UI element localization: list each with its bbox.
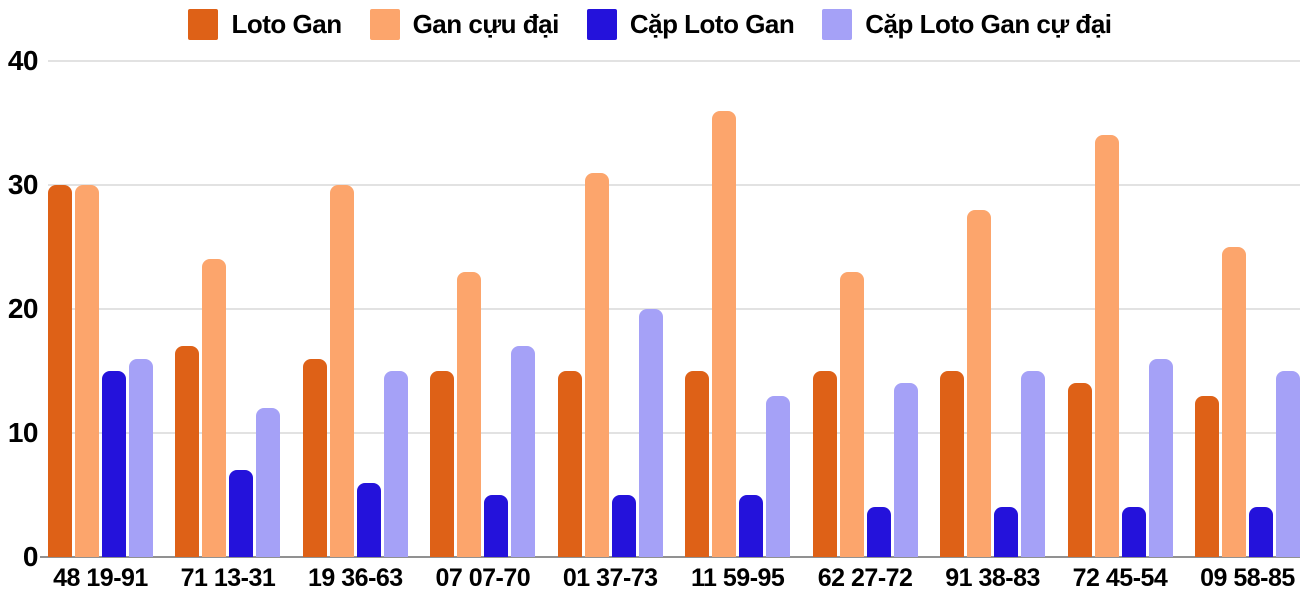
- bar-gan-cuu-ai: [967, 210, 992, 557]
- bar-cap-loto-gan: [484, 495, 509, 557]
- bar-gan-cuu-ai: [457, 272, 482, 557]
- y-axis-label-0: 0: [22, 541, 39, 572]
- gridline-20: [48, 308, 1300, 310]
- bar-cap-loto-gan-cu-ai: [1148, 359, 1173, 557]
- bar-cap-loto-gan: [1248, 507, 1273, 557]
- bar-group-09-58-85: 09 58-85: [1194, 61, 1300, 592]
- x-axis-label: 71 13-31: [180, 564, 276, 592]
- x-axis-label: 01 37-73: [562, 564, 658, 592]
- legend-item-cap-loto-gan-cu-ai[interactable]: Cặp Loto Gan cự đại: [822, 9, 1112, 40]
- bar-loto-gan: [430, 371, 455, 557]
- y-axis-label-30: 30: [7, 169, 39, 200]
- legend-swatch-icon: [188, 9, 219, 40]
- bar-loto-gan: [685, 371, 710, 557]
- legend-label: Loto Gan: [231, 9, 342, 39]
- bar-group-62-27-72: 62 27-72: [812, 61, 918, 592]
- bar-cap-loto-gan: [994, 507, 1019, 557]
- gridline-30: [48, 184, 1300, 186]
- legend-item-cap-loto-gan[interactable]: Cặp Loto Gan: [586, 9, 795, 40]
- bar-group-01-37-73: 01 37-73: [557, 61, 663, 592]
- legend-label: Cặp Loto Gan cự đại: [865, 9, 1112, 39]
- bar-gan-cuu-ai: [202, 259, 227, 557]
- legend-swatch-icon: [822, 9, 853, 40]
- bar-gan-cuu-ai: [75, 185, 99, 557]
- bar-loto-gan: [48, 185, 72, 557]
- legend-swatch-icon: [586, 9, 617, 40]
- bar-loto-gan: [940, 371, 965, 557]
- legend-swatch-icon: [369, 9, 400, 40]
- bar-loto-gan: [302, 359, 327, 557]
- bar-gan-cuu-ai: [1094, 135, 1119, 557]
- bar-group-72-45-54: 72 45-54: [1067, 61, 1173, 592]
- bar-cap-loto-gan-cu-ai: [638, 309, 663, 557]
- bar-cap-loto-gan-cu-ai: [256, 408, 281, 557]
- bar-cap-loto-gan-cu-ai: [766, 396, 791, 557]
- bar-loto-gan: [557, 371, 582, 557]
- x-axis-label: 62 27-72: [817, 564, 913, 592]
- bar-cap-loto-gan-cu-ai: [383, 371, 408, 557]
- bar-group-91-38-83: 91 38-83: [940, 61, 1046, 592]
- y-axis-label-20: 20: [7, 293, 39, 324]
- bar-group-11-59-95: 11 59-95: [685, 61, 791, 592]
- bar-cap-loto-gan: [611, 495, 636, 557]
- bar-group-71-13-31: 71 13-31: [175, 61, 281, 592]
- legend: Loto Gan Gan cựu đại Cặp Loto Gan Cặp Loto …: [0, 9, 1300, 40]
- x-axis-label: 11 59-95: [691, 564, 785, 592]
- gridline-40: [48, 60, 1300, 62]
- bar-cap-loto-gan: [866, 507, 891, 557]
- x-axis-label: 09 58-85: [1200, 564, 1295, 592]
- bar-cap-loto-gan-cu-ai: [1275, 371, 1300, 557]
- bar-cap-loto-gan: [356, 483, 381, 557]
- bar-gan-cuu-ai: [839, 272, 864, 557]
- bar-group-07-07-70: 07 07-70: [430, 61, 536, 592]
- bar-gan-cuu-ai: [1221, 247, 1246, 557]
- bar-cap-loto-gan-cu-ai: [893, 383, 918, 557]
- y-axis-label-40: 40: [7, 45, 39, 76]
- bar-loto-gan: [1067, 383, 1092, 557]
- gridline-10: [48, 432, 1300, 434]
- y-axis-label-10: 10: [7, 417, 39, 448]
- legend-item-loto-gan[interactable]: Loto Gan: [188, 9, 342, 40]
- x-axis-label: 19 36-63: [308, 564, 403, 592]
- bar-gan-cuu-ai: [329, 185, 354, 557]
- x-axis-label: 07 07-70: [435, 564, 531, 592]
- bar-cap-loto-gan: [102, 371, 126, 557]
- bar-group-48-19-91: 48 19-91: [48, 61, 153, 592]
- bar-gan-cuu-ai: [712, 111, 737, 557]
- legend-label: Cặp Loto Gan: [629, 9, 795, 39]
- bar-group-19-36-63: 19 36-63: [302, 61, 408, 592]
- bar-loto-gan: [1194, 396, 1219, 557]
- bar-loto-gan: [812, 371, 837, 557]
- x-axis-label: 72 45-54: [1072, 564, 1168, 592]
- bar-cap-loto-gan-cu-ai: [1021, 371, 1046, 557]
- x-axis-label: 48 19-91: [53, 564, 148, 592]
- plot-area: 48 19-91 71 13-31 19 36-63 07 07-70 01 37-73…: [40, 60, 1300, 592]
- x-axis-label: 91 38-83: [945, 564, 1040, 592]
- bar-cap-loto-gan: [229, 470, 254, 557]
- bar-groups: 48 19-91 71 13-31 19 36-63 07 07-70 01 37-73…: [48, 61, 1300, 592]
- bar-cap-loto-gan-cu-ai: [511, 346, 536, 557]
- bar-cap-loto-gan: [1121, 507, 1146, 557]
- bar-cap-loto-gan: [739, 495, 764, 557]
- x-axis-line: [40, 556, 1300, 558]
- bar-loto-gan: [175, 346, 200, 557]
- bar-cap-loto-gan-cu-ai: [129, 359, 153, 557]
- legend-label: Gan cựu đại: [412, 9, 560, 39]
- bar-gan-cuu-ai: [584, 173, 609, 557]
- legend-item-gan-cuu-ai[interactable]: Gan cựu đại: [369, 9, 560, 40]
